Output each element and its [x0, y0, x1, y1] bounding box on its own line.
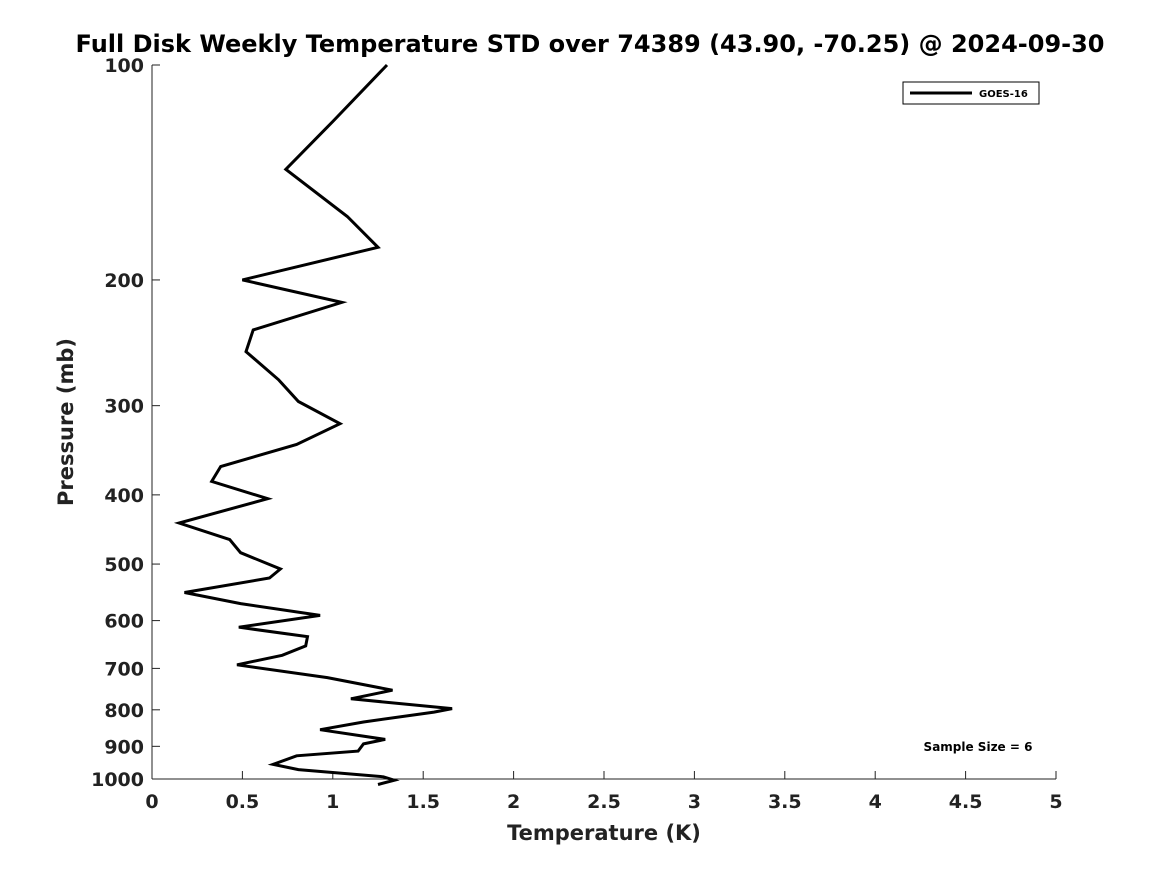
sample-size-annotation: Sample Size = 6 — [924, 740, 1033, 754]
y-tick-label: 900 — [104, 736, 144, 758]
x-tick-label: 2.5 — [587, 791, 621, 813]
y-tick-label: 300 — [104, 396, 144, 418]
series-group — [173, 63, 453, 786]
y-tick-label: 800 — [104, 700, 144, 722]
x-tick-label: 3 — [688, 791, 701, 813]
y-tick-label: 500 — [104, 554, 144, 576]
x-tick-label: 0 — [145, 791, 158, 813]
x-tick-label: 3.5 — [768, 791, 802, 813]
x-tick-label: 2 — [507, 791, 520, 813]
chart-title: Full Disk Weekly Temperature STD over 74… — [76, 30, 1105, 58]
x-axis-label: Temperature (K) — [507, 821, 701, 845]
x-tick-label: 4 — [869, 791, 882, 813]
x-tick-label: 1 — [326, 791, 339, 813]
y-tick-label: 400 — [104, 485, 144, 507]
y-axis-label: Pressure (mb) — [54, 338, 78, 506]
y-tick-label: 700 — [104, 658, 144, 680]
series-line-goes-16 — [173, 63, 453, 786]
x-tick-label: 4.5 — [949, 791, 983, 813]
x-axis-ticks: 0 0.5 1 1.5 2 2.5 3 3.5 4 4.5 5 — [145, 771, 1063, 813]
y-tick-label: 100 — [104, 55, 144, 77]
plot-area: 0 0.5 1 1.5 2 2.5 3 3.5 4 4.5 5 100 200 300 400 500 600… — [91, 55, 1063, 813]
legend-label-goes-16: GOES-16 — [979, 89, 1028, 100]
x-tick-label: 5 — [1049, 791, 1062, 813]
legend: GOES-16 — [902, 81, 1040, 105]
y-tick-label: 600 — [104, 611, 144, 633]
x-tick-label: 0.5 — [226, 791, 260, 813]
y-tick-label: 1000 — [91, 769, 144, 791]
x-tick-label: 1.5 — [406, 791, 440, 813]
y-axis-ticks: 100 200 300 400 500 600 700 800 900 1000 — [91, 55, 160, 791]
y-tick-label: 200 — [104, 270, 144, 292]
